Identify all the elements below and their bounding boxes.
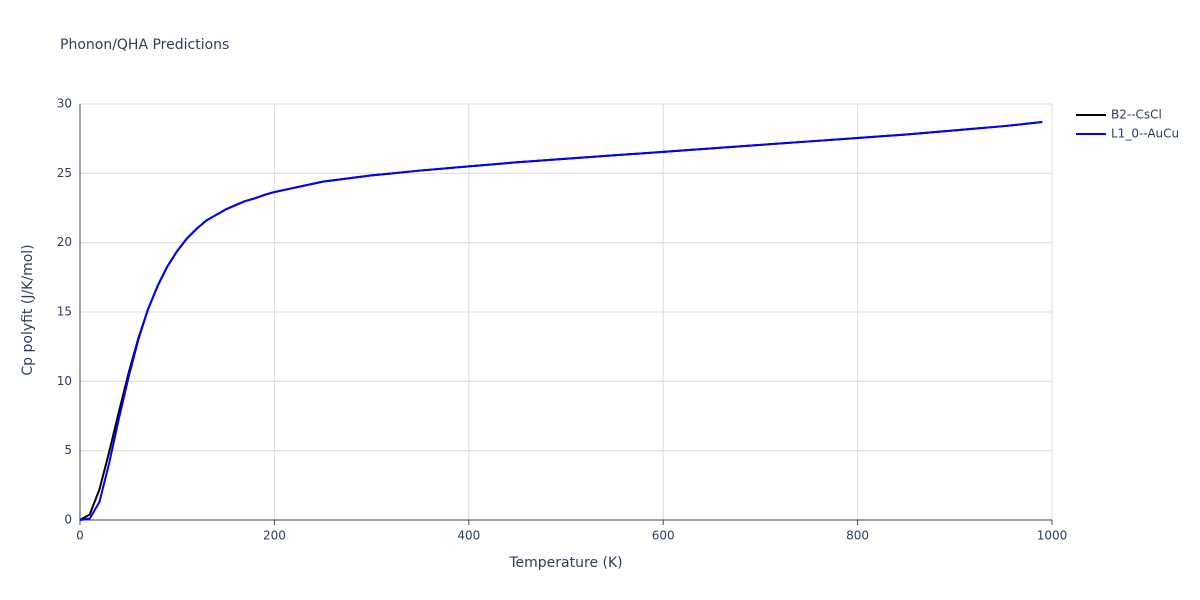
y-tick-label: 0 [64,513,72,527]
x-tick-label: 200 [263,529,286,543]
y-axis-title: Cp polyfit (J/K/mol) [20,244,36,375]
y-tick-label: 5 [64,443,72,457]
legend-label: L1_0--AuCu [1111,127,1179,141]
x-tick-label: 800 [846,529,869,543]
legend-label: B2--CsCl [1111,108,1162,122]
y-tick-label: 30 [57,97,72,111]
y-tick-label: 15 [57,305,72,319]
y-tick-label: 20 [57,235,72,249]
series-line [79,121,1043,521]
series-line [79,121,1043,521]
x-tick-label: 600 [652,529,675,543]
x-tick-label: 1000 [1037,529,1068,543]
x-axis-title: Temperature (K) [508,555,622,571]
x-tick-label: 400 [457,529,480,543]
y-tick-label: 10 [57,374,72,388]
chart-title: Phonon/QHA Predictions [60,37,229,53]
x-tick-label: 0 [76,529,84,543]
y-tick-label: 25 [57,166,72,180]
